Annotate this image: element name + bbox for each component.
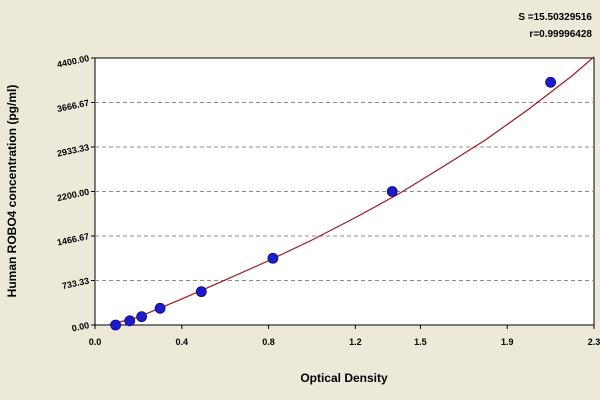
y-axis-title: Human ROBO4 concentration (pg/ml): [5, 85, 19, 298]
x-tick-label: 1.9: [501, 337, 514, 347]
stat-s-value: S =15.50329516: [518, 12, 592, 23]
data-point: [386, 186, 398, 197]
x-tick-label: 1.2: [349, 337, 362, 347]
fit-curve: [107, 56, 595, 326]
y-tick-label: 2200.00: [56, 187, 90, 204]
data-point: [124, 315, 136, 327]
data-point: [195, 286, 207, 298]
y-axis-ticks: 0.00 733.33 1466.67 2200.00 2933.33 3666.67 44…: [56, 53, 95, 334]
x-tick-label: 2.3: [588, 337, 600, 347]
y-tick-label: 0.00: [71, 320, 90, 333]
y-tick-label: 1466.67: [56, 231, 90, 248]
grid-lines: [95, 101, 594, 282]
data-point: [267, 252, 279, 264]
y-tick-label: 3666.67: [56, 98, 90, 115]
data-point: [136, 311, 148, 323]
plot-area: [94, 57, 595, 326]
y-tick-label: 2933.33: [56, 142, 90, 159]
y-tick-label: 733.33: [61, 276, 90, 292]
data-point: [154, 302, 166, 314]
y-tick-label: 4400.00: [56, 53, 90, 70]
data-point: [545, 76, 557, 88]
x-tick-label: 0.8: [262, 337, 275, 347]
data-points: [110, 76, 557, 331]
data-point: [110, 319, 122, 331]
x-tick-label: 0.4: [176, 337, 189, 347]
stat-r-value: r=0.99996428: [529, 29, 592, 40]
x-tick-label: 1.5: [414, 337, 427, 347]
x-axis-ticks: 0.0 0.4 0.8 1.2 1.5 1.9 2.3: [89, 325, 600, 347]
x-axis-title: Optical Density: [300, 371, 388, 385]
x-tick-label: 0.0: [89, 337, 102, 347]
